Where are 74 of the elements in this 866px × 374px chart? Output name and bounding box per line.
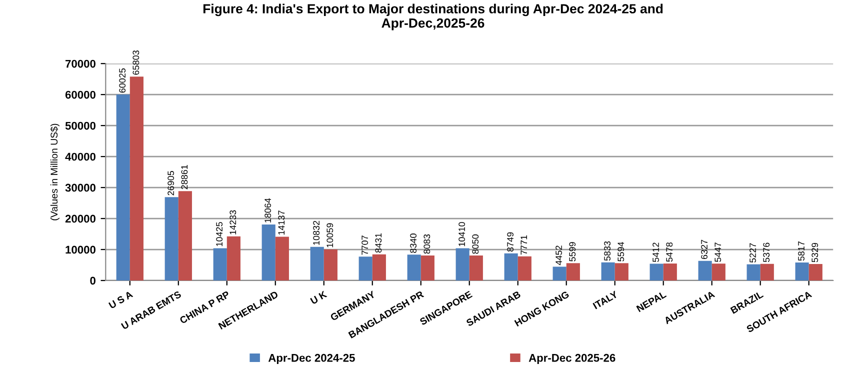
bar bbox=[226, 236, 240, 280]
data-label: 5817 bbox=[798, 241, 804, 261]
data-label: 8083 bbox=[424, 234, 430, 254]
data-label: 5227 bbox=[750, 243, 756, 263]
x-tick-label: U S A bbox=[108, 290, 134, 309]
bar bbox=[469, 256, 483, 280]
data-label: 5412 bbox=[652, 242, 659, 262]
data-label: 8431 bbox=[375, 233, 382, 253]
data-label: 10832 bbox=[313, 220, 320, 245]
bar bbox=[456, 248, 470, 280]
y-tick-label: 20000 bbox=[65, 214, 96, 223]
y-tick-label: 70000 bbox=[66, 60, 96, 68]
data-label: 8749 bbox=[507, 232, 514, 252]
bar bbox=[504, 253, 518, 280]
chart-title: Figure 4: India's Export to Major destinations during Apr-Dec 2024-25 and Apr-Dec,2025-26 bbox=[203, 4, 663, 30]
bar bbox=[164, 197, 178, 280]
data-label: 10425 bbox=[216, 222, 223, 246]
bar bbox=[130, 76, 144, 280]
bar bbox=[795, 262, 809, 280]
data-label: 5478 bbox=[666, 242, 673, 262]
bar bbox=[310, 246, 324, 280]
bar bbox=[275, 236, 289, 280]
bar bbox=[552, 266, 566, 280]
data-label: 5447 bbox=[714, 242, 722, 262]
bar bbox=[420, 255, 434, 280]
bar bbox=[698, 260, 712, 280]
data-label: 5833 bbox=[604, 241, 610, 261]
data-label: 5594 bbox=[618, 242, 624, 262]
bar bbox=[518, 256, 532, 280]
bar bbox=[712, 264, 726, 280]
bar bbox=[746, 264, 760, 280]
bar bbox=[372, 254, 386, 280]
bar bbox=[760, 264, 774, 280]
y-tick-label: 60000 bbox=[65, 90, 96, 99]
bar bbox=[650, 264, 664, 280]
data-label: 6327 bbox=[701, 240, 708, 260]
legend-label: Apr-Dec 2025-26 bbox=[528, 354, 616, 364]
bar bbox=[614, 263, 628, 280]
data-label: 4452 bbox=[556, 246, 562, 266]
bar bbox=[601, 262, 615, 280]
bar bbox=[566, 263, 580, 280]
data-label: 5599 bbox=[569, 242, 576, 262]
data-label: 7771 bbox=[520, 235, 527, 255]
bar bbox=[213, 248, 227, 280]
data-label: 10410 bbox=[458, 222, 466, 246]
y-tick-label: 40000 bbox=[65, 152, 96, 161]
y-tick-label: 50000 bbox=[65, 122, 96, 130]
y-tick-label: 10000 bbox=[66, 246, 96, 254]
y-axis-title: (Values in Million US$) bbox=[50, 124, 60, 220]
data-label: 14137 bbox=[278, 210, 285, 235]
bar bbox=[324, 249, 338, 280]
data-label: 18064 bbox=[264, 198, 272, 222]
bar bbox=[116, 94, 130, 280]
bar bbox=[262, 224, 276, 280]
data-label: 28861 bbox=[181, 165, 188, 190]
bar bbox=[407, 254, 421, 280]
bar bbox=[663, 264, 677, 280]
data-label: 65803 bbox=[132, 50, 140, 75]
legend-label: Apr-Dec 2024-25 bbox=[268, 354, 355, 364]
data-label: 7707 bbox=[362, 236, 368, 255]
bar bbox=[178, 191, 192, 280]
bar bbox=[358, 256, 372, 280]
x-tick-label: U K bbox=[310, 290, 328, 304]
data-label: 10059 bbox=[326, 223, 334, 248]
y-tick-label: 0 bbox=[90, 276, 96, 285]
data-label: 26905 bbox=[168, 171, 174, 196]
data-label: 60025 bbox=[119, 68, 126, 93]
data-label: 5329 bbox=[812, 242, 818, 262]
y-tick-label: 30000 bbox=[65, 184, 96, 192]
data-label: 8050 bbox=[472, 234, 479, 254]
data-label: 5376 bbox=[763, 242, 770, 262]
bar bbox=[808, 264, 822, 280]
data-label: 8340 bbox=[410, 234, 417, 253]
data-label: 14233 bbox=[230, 210, 236, 234]
